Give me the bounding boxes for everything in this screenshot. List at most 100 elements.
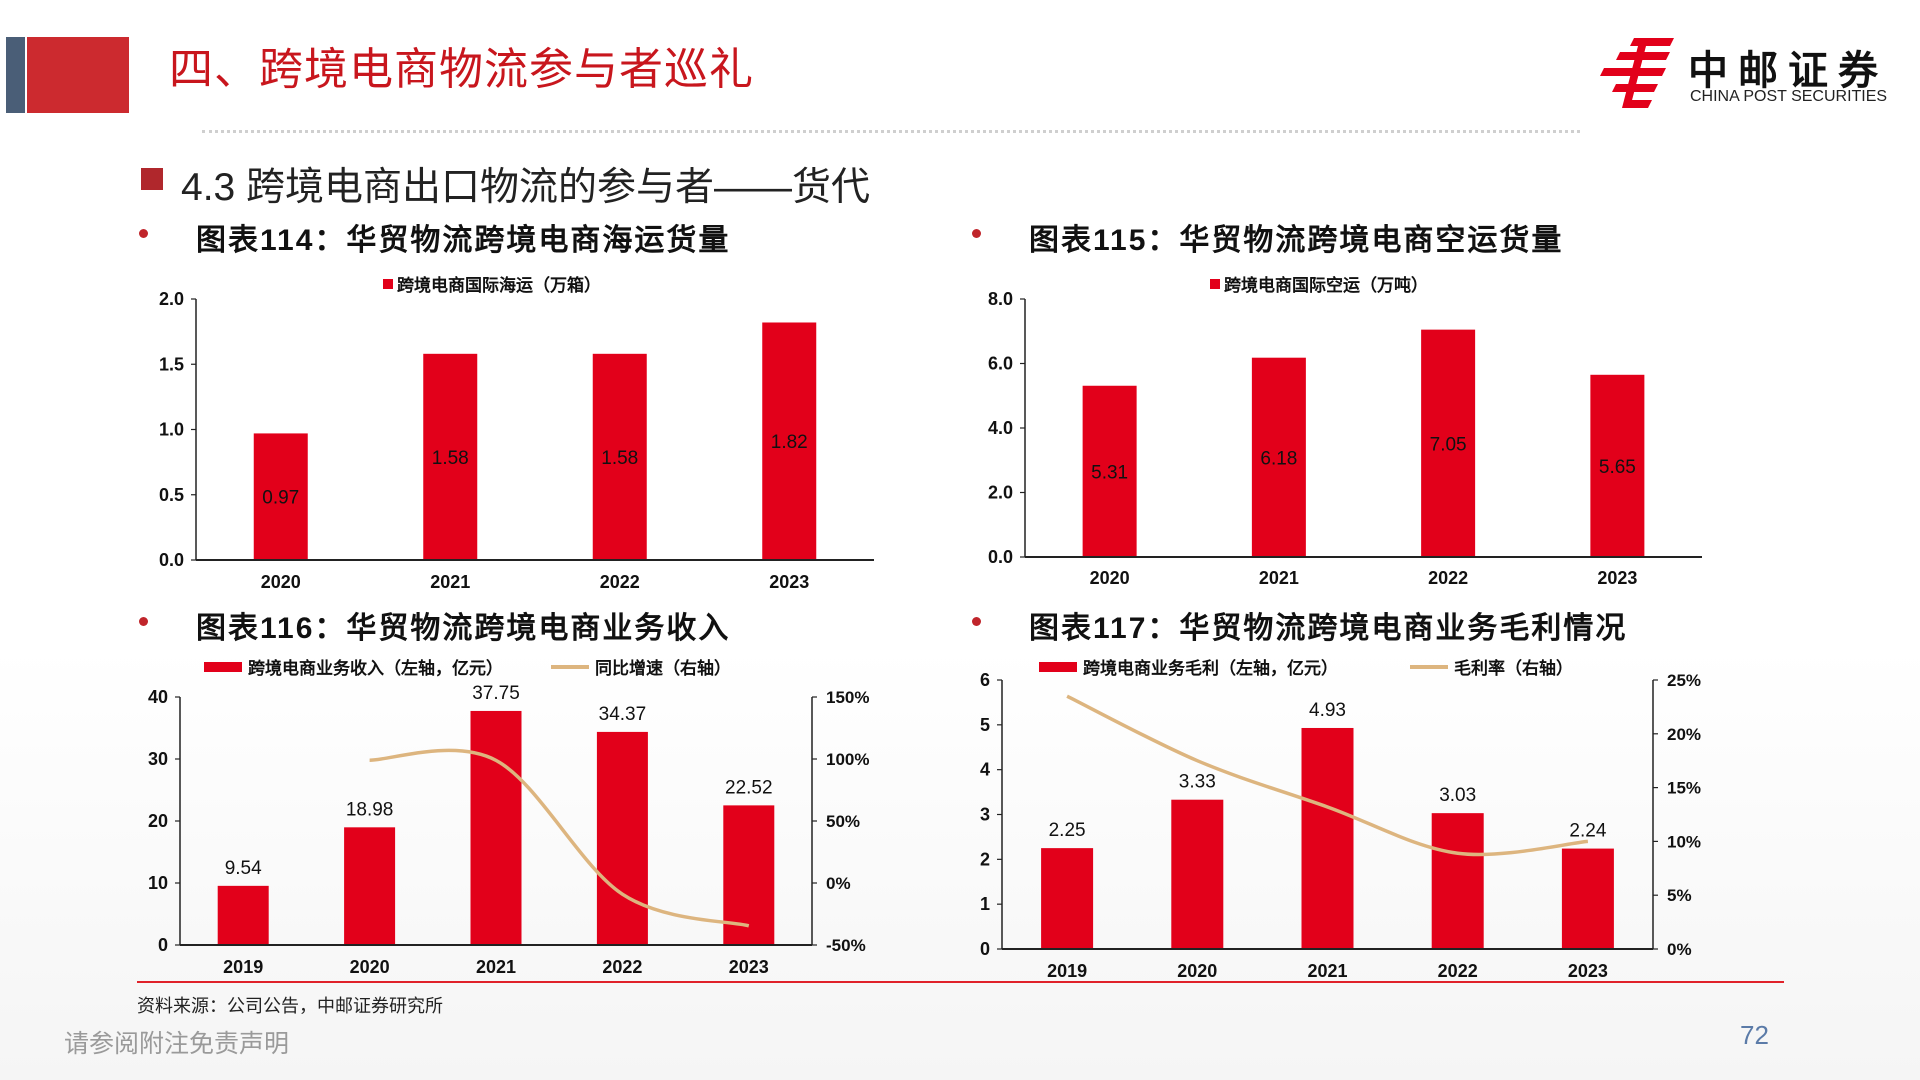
y-tick-label: 6.0 — [988, 354, 1013, 374]
x-tick-label: 2020 — [1090, 568, 1130, 588]
bar — [1171, 799, 1224, 949]
data-label: 1.82 — [771, 432, 808, 453]
y-tick-label: 0.0 — [159, 550, 184, 570]
x-tick-label: 2019 — [223, 957, 263, 977]
legend-label: 跨境电商国际空运（万吨） — [1224, 276, 1428, 295]
china-post-logo-icon — [1600, 38, 1674, 108]
y2-tick-label: 10% — [1667, 832, 1701, 851]
legend-line-swatch — [551, 664, 589, 669]
data-label: 5.65 — [1599, 457, 1636, 478]
x-tick-label: 2020 — [261, 572, 301, 592]
x-tick-label: 2022 — [602, 957, 642, 977]
y-tick-label: 0.0 — [988, 547, 1013, 567]
y2-tick-label: 100% — [826, 750, 869, 769]
legend-label: 同比增速（右轴） — [595, 659, 731, 678]
bar — [1590, 374, 1645, 557]
y2-tick-label: -50% — [826, 936, 866, 955]
y-tick-label: 2.0 — [988, 483, 1013, 503]
x-tick-label: 2022 — [1438, 961, 1478, 981]
y2-tick-label: 0% — [1667, 940, 1692, 959]
y-tick-label: 4.0 — [988, 418, 1013, 438]
header-divider — [202, 130, 1580, 133]
y-tick-label: 10 — [148, 873, 168, 893]
x-tick-label: 2022 — [600, 572, 640, 592]
data-label: 3.33 — [1179, 772, 1216, 793]
y-tick-label: 6 — [980, 670, 990, 690]
bar — [1041, 848, 1094, 949]
data-label: 22.52 — [725, 777, 773, 798]
y-tick-label: 0 — [158, 935, 168, 955]
data-label: 1.58 — [601, 448, 638, 469]
legend-label: 跨境电商业务毛利（左轴，亿元） — [1083, 659, 1338, 678]
chart-115-title: 图表115：华贸物流跨境电商空运货量 — [1029, 224, 1564, 257]
legend-label: 跨境电商国际海运（万箱） — [397, 276, 601, 295]
footer-rule — [137, 981, 1784, 983]
bullet-icon — [139, 617, 148, 626]
x-tick-label: 2023 — [1597, 568, 1637, 588]
bar — [1421, 329, 1476, 557]
x-tick-label: 2022 — [1428, 568, 1468, 588]
data-label: 1.58 — [432, 448, 469, 469]
data-label: 4.93 — [1309, 700, 1346, 721]
bar — [1561, 848, 1614, 949]
chart-114-legend: 跨境电商国际海运（万箱） — [383, 271, 601, 296]
data-label: 3.03 — [1439, 785, 1476, 806]
page-number: 72 — [1740, 1020, 1769, 1050]
y-tick-label: 8.0 — [988, 289, 1013, 309]
y2-tick-label: 0% — [826, 874, 851, 893]
y-tick-label: 2 — [980, 849, 990, 869]
x-tick-label: 2020 — [1177, 961, 1217, 981]
bullet-icon — [972, 617, 981, 626]
data-label: 2.25 — [1049, 820, 1086, 841]
y2-tick-label: 150% — [826, 688, 869, 707]
data-label: 7.05 — [1430, 434, 1467, 455]
y-tick-label: 1 — [980, 894, 990, 914]
chart-117-legend: 跨境电商业务毛利（左轴，亿元） 毛利率（右轴） — [1039, 654, 1573, 679]
bar — [470, 710, 522, 945]
bar — [1251, 357, 1306, 557]
company-logo: 中邮证券 CHINA POST SECURITIES — [1600, 38, 1900, 114]
x-tick-label: 2020 — [350, 957, 390, 977]
bar — [596, 731, 648, 945]
data-label: 37.75 — [472, 683, 520, 704]
page-title: 四、跨境电商物流参与者巡礼 — [169, 45, 754, 94]
data-label: 18.98 — [346, 799, 394, 820]
x-tick-label: 2021 — [476, 957, 516, 977]
disclaimer-link[interactable]: 请参阅附注免责声明 — [64, 1030, 290, 1058]
legend-bar-swatch — [383, 278, 393, 289]
logo-english-name: CHINA POST SECURITIES — [1690, 88, 1888, 105]
chart-115-legend: 跨境电商国际空运（万吨） — [1210, 271, 1428, 296]
data-label: 9.54 — [225, 858, 262, 879]
y-tick-label: 2.0 — [159, 289, 184, 309]
x-tick-label: 2021 — [1259, 568, 1299, 588]
bar — [1431, 813, 1484, 949]
legend-line-swatch — [1410, 664, 1448, 669]
y-tick-label: 3 — [980, 805, 990, 825]
y2-tick-label: 15% — [1667, 779, 1701, 798]
y-tick-label: 40 — [148, 687, 168, 707]
logo-chinese-name: 中邮证券 — [1688, 49, 1888, 93]
legend-bar-swatch — [1039, 661, 1077, 672]
chart-114-title: 图表114：华贸物流跨境电商海运货量 — [196, 224, 731, 257]
y2-tick-label: 20% — [1667, 725, 1701, 744]
section-marker-icon — [141, 168, 163, 190]
data-label: 34.37 — [599, 704, 647, 725]
y-tick-label: 30 — [148, 749, 168, 769]
bar — [253, 433, 308, 560]
source-note: 资料来源：公司公告，中邮证券研究所 — [137, 996, 443, 1016]
bullet-icon — [972, 229, 981, 238]
bar — [1301, 727, 1354, 949]
x-tick-label: 2023 — [729, 957, 769, 977]
line-series — [369, 748, 750, 928]
bar — [423, 353, 478, 560]
legend-bar-swatch — [204, 661, 242, 672]
y-tick-label: 0.5 — [159, 485, 184, 505]
y-tick-label: 5 — [980, 715, 990, 735]
y-tick-label: 1.5 — [159, 354, 184, 374]
bullet-icon — [139, 229, 148, 238]
y-tick-label: 0 — [980, 939, 990, 959]
bar — [592, 353, 647, 560]
y2-tick-label: 5% — [1667, 886, 1692, 905]
line-series — [1066, 694, 1589, 857]
